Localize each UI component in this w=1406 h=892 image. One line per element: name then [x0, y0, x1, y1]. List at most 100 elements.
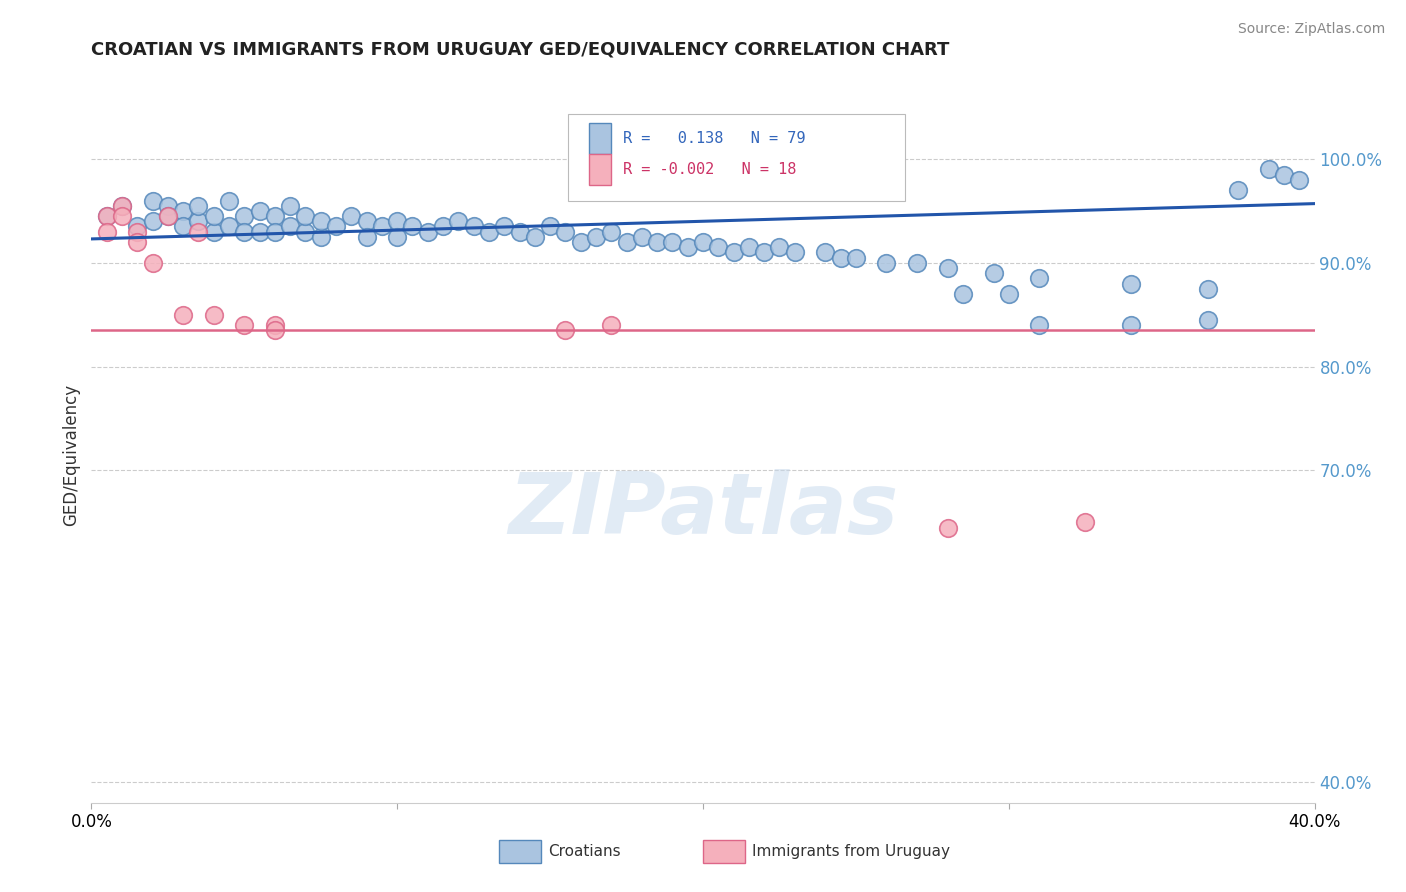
Point	[264, 225, 287, 239]
Point	[96, 209, 118, 223]
Point	[538, 219, 561, 234]
Point	[385, 230, 409, 244]
Point	[447, 214, 470, 228]
Point	[96, 225, 118, 239]
Point	[661, 235, 683, 249]
Point	[952, 287, 974, 301]
Point	[233, 209, 256, 223]
Point	[463, 219, 485, 234]
Point	[616, 235, 638, 249]
Point	[814, 245, 837, 260]
Point	[278, 199, 301, 213]
Point	[371, 219, 394, 234]
Point	[218, 194, 240, 208]
Point	[111, 199, 134, 213]
Point	[554, 323, 576, 337]
Point	[1197, 313, 1219, 327]
Point	[156, 209, 179, 223]
Point	[509, 225, 531, 239]
Point	[569, 235, 592, 249]
Point	[187, 199, 209, 213]
Point	[156, 209, 179, 223]
Point	[1227, 183, 1250, 197]
Point	[264, 209, 287, 223]
Point	[111, 199, 134, 213]
Point	[905, 256, 928, 270]
Point	[875, 256, 898, 270]
Point	[1257, 162, 1279, 177]
Point	[340, 209, 363, 223]
Point	[676, 240, 699, 254]
Point	[845, 251, 868, 265]
Point	[585, 230, 607, 244]
Point	[218, 219, 240, 234]
Point	[172, 219, 194, 234]
Point	[127, 219, 149, 234]
Point	[432, 219, 454, 234]
Point	[1272, 168, 1295, 182]
Point	[202, 209, 225, 223]
Point	[738, 240, 761, 254]
Point	[754, 245, 776, 260]
Point	[325, 219, 347, 234]
Bar	[589, 123, 612, 154]
Point	[278, 219, 301, 234]
Point	[478, 225, 501, 239]
Point	[187, 214, 209, 228]
Point	[127, 235, 149, 249]
Point	[202, 225, 225, 239]
Point	[141, 194, 163, 208]
Point	[600, 318, 623, 332]
Point	[401, 219, 423, 234]
Point	[1121, 277, 1143, 291]
Point	[936, 520, 959, 534]
Text: Croatians: Croatians	[548, 845, 621, 859]
Point	[172, 203, 194, 218]
FancyBboxPatch shape	[568, 114, 905, 201]
Text: R = -0.002   N = 18: R = -0.002 N = 18	[623, 162, 797, 178]
Point	[707, 240, 730, 254]
Point	[233, 225, 256, 239]
Point	[264, 323, 287, 337]
Point	[309, 230, 332, 244]
Point	[768, 240, 790, 254]
Point	[187, 225, 209, 239]
Point	[1028, 318, 1050, 332]
Point	[294, 209, 316, 223]
Point	[983, 266, 1005, 280]
Point	[264, 318, 287, 332]
Point	[141, 214, 163, 228]
Point	[523, 230, 546, 244]
Point	[172, 308, 194, 322]
Point	[1197, 282, 1219, 296]
Point	[111, 209, 134, 223]
Point	[554, 225, 576, 239]
Point	[936, 260, 959, 275]
Point	[127, 225, 149, 239]
Point	[294, 225, 316, 239]
Point	[600, 225, 623, 239]
Text: Source: ZipAtlas.com: Source: ZipAtlas.com	[1237, 22, 1385, 37]
Point	[249, 225, 271, 239]
Text: CROATIAN VS IMMIGRANTS FROM URUGUAY GED/EQUIVALENCY CORRELATION CHART: CROATIAN VS IMMIGRANTS FROM URUGUAY GED/…	[91, 40, 950, 58]
Point	[309, 214, 332, 228]
Point	[494, 219, 516, 234]
Point	[1074, 516, 1097, 530]
Point	[631, 230, 654, 244]
Text: R =   0.138   N = 79: R = 0.138 N = 79	[623, 131, 806, 146]
Point	[202, 308, 225, 322]
Point	[249, 203, 271, 218]
Point	[96, 209, 118, 223]
Point	[356, 230, 378, 244]
Y-axis label: GED/Equivalency: GED/Equivalency	[62, 384, 80, 526]
Point	[830, 251, 852, 265]
Text: ZIPatlas: ZIPatlas	[508, 469, 898, 552]
Point	[1121, 318, 1143, 332]
Point	[416, 225, 439, 239]
Bar	[589, 154, 612, 186]
Text: Immigrants from Uruguay: Immigrants from Uruguay	[752, 845, 950, 859]
Point	[233, 318, 256, 332]
Point	[645, 235, 668, 249]
Point	[1288, 172, 1310, 186]
Point	[998, 287, 1021, 301]
